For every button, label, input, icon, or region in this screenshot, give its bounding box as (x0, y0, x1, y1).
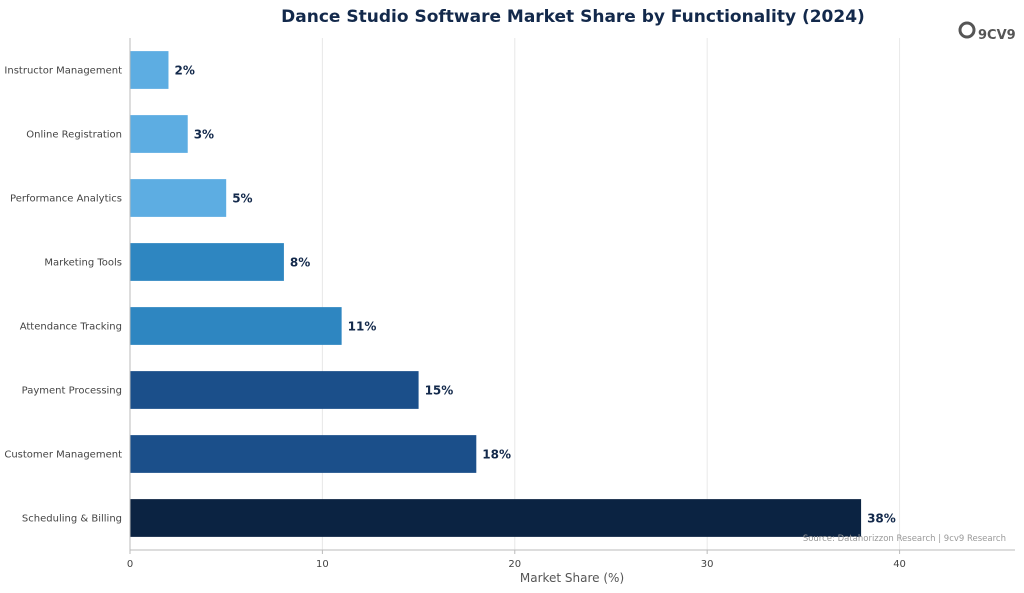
x-tick-label: 30 (701, 559, 714, 570)
category-labels: Instructor Management Online Registration… (4, 66, 122, 525)
value-label: 15% (425, 384, 454, 398)
chart-title: Dance Studio Software Market Share by Fu… (281, 7, 865, 27)
value-labels: 2% 3% 5% 8% 11% 15% 18% 38% (174, 64, 895, 526)
bars (130, 51, 862, 537)
value-label: 38% (867, 512, 896, 526)
category-label: Customer Management (4, 450, 122, 461)
value-label: 3% (194, 128, 214, 142)
bar (130, 115, 188, 153)
category-label: Marketing Tools (44, 258, 122, 269)
x-axis-label: Market Share (%) (520, 571, 624, 585)
x-ticks: 0 10 20 30 40 (127, 550, 906, 570)
x-tick-label: 10 (316, 559, 329, 570)
category-label: Performance Analytics (10, 194, 122, 205)
x-tick-label: 0 (127, 559, 133, 570)
x-tick-label: 40 (893, 559, 906, 570)
bar (130, 243, 284, 281)
bar (130, 371, 419, 409)
x-tick-label: 20 (508, 559, 521, 570)
bar (130, 51, 169, 89)
bar (130, 499, 862, 537)
value-label: 2% (174, 64, 194, 78)
value-label: 5% (232, 192, 252, 206)
source-note: Source: Datahorizzon Research | 9cv9 Res… (803, 534, 1006, 544)
value-label: 18% (482, 448, 511, 462)
axes (129, 38, 1015, 551)
category-label: Scheduling & Billing (22, 514, 122, 525)
value-label: 8% (290, 256, 310, 270)
category-label: Attendance Tracking (20, 322, 122, 333)
bar (130, 435, 477, 473)
value-label: 11% (348, 320, 377, 334)
category-label: Instructor Management (4, 66, 122, 77)
bar (130, 179, 227, 217)
logo-icon (958, 21, 976, 39)
category-label: Online Registration (26, 130, 122, 141)
category-label: Payment Processing (22, 386, 122, 397)
logo-text: 9CV9 (978, 28, 1016, 43)
grid (321, 38, 901, 550)
brand-logo: 9CV9 (958, 21, 1016, 43)
bar (130, 307, 342, 345)
